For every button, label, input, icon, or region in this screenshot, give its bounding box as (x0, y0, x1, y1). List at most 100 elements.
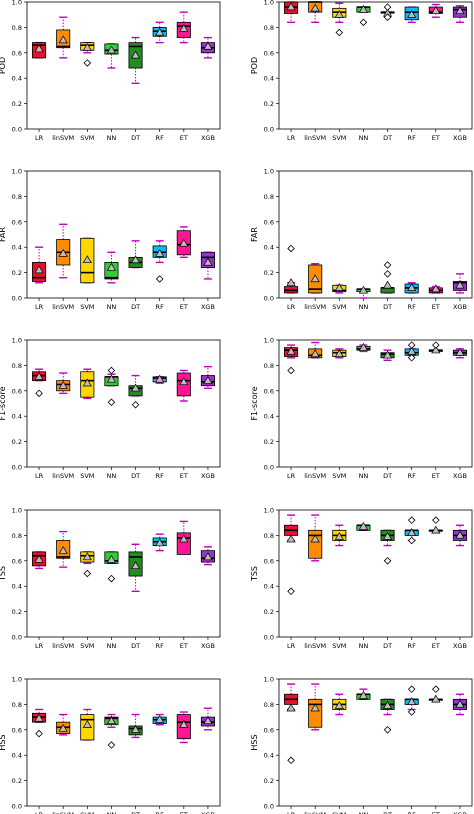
y-tick-label: 0.8 (264, 532, 274, 540)
y-tick-label: 0.2 (12, 777, 22, 785)
box-ET (176, 11, 191, 44)
x-tick-label: RF (156, 472, 165, 480)
x-tick-label: RF (156, 303, 165, 311)
x-tick-label: ET (180, 472, 188, 480)
box-linSVM (308, 263, 323, 294)
mean-marker (179, 377, 189, 386)
mean-marker (431, 694, 441, 703)
mean-marker (34, 372, 44, 380)
box-ET (428, 516, 443, 534)
box-LR (32, 368, 47, 398)
box-NN (104, 251, 119, 284)
mean-marker (130, 383, 141, 392)
outlier-marker (432, 685, 440, 693)
box-SVM (332, 283, 347, 294)
y-tick-label: 0.6 (12, 49, 22, 57)
mean-marker (106, 262, 117, 271)
x-tick-label: LR (35, 642, 44, 650)
mean-marker (310, 534, 320, 543)
x-tick-label: SVM (80, 134, 94, 142)
x-tick-label: ET (432, 303, 440, 311)
mean-marker (82, 720, 92, 728)
mean-marker (358, 342, 369, 351)
mean-marker (203, 375, 213, 384)
box-XGB (200, 251, 215, 280)
box-DT (128, 240, 143, 269)
outlier-marker (407, 341, 416, 349)
x-tick-label: NN (107, 472, 117, 480)
y-tick-label: 0.6 (12, 557, 22, 565)
outlier-marker (107, 398, 116, 406)
y-axis-label: TSS (0, 566, 7, 582)
box-SVM (80, 237, 95, 284)
x-tick-label: linSVM (304, 472, 326, 480)
mean-marker (358, 4, 369, 13)
x-tick-label: DT (383, 134, 392, 142)
chart-panel-row4-left: 0.0 0.2 0.4 0.6 0.8 1.0 TSS LR linSVM SVM NN DT RF ET… (0, 507, 221, 650)
x-tick-label: XGB (201, 134, 215, 142)
box-ET (428, 341, 443, 354)
box-RF (152, 21, 167, 44)
chart-panel-row4-right: 0.0 0.2 0.4 0.6 0.8 1.0 TSS LR linSVM SVM NN DT RF ET… (250, 507, 473, 650)
y-tick-label: 0.8 (264, 701, 274, 709)
y-axis-label: TSS (250, 566, 259, 582)
box-linSVM (56, 223, 71, 279)
y-axis-label: HSS (250, 734, 259, 750)
y-tick-label: 0.4 (12, 583, 22, 591)
outlier-marker (407, 516, 416, 524)
x-tick-label: LR (35, 472, 44, 480)
box-NN (356, 342, 371, 353)
mean-marker (358, 521, 369, 530)
x-tick-label: XGB (453, 811, 467, 814)
y-tick-label: 0.2 (264, 269, 274, 277)
x-tick-label: LR (287, 642, 296, 650)
x-tick-label: SVM (80, 811, 94, 814)
x-tick-label: SVM (332, 472, 346, 480)
mean-marker (203, 257, 213, 266)
box-LR (284, 683, 299, 765)
mean-marker (431, 345, 441, 354)
mean-marker (286, 278, 296, 286)
y-tick-label: 0.0 (264, 126, 274, 134)
box-linSVM (308, 683, 323, 731)
box-RF (152, 374, 167, 384)
y-tick-label: 0.6 (264, 557, 274, 565)
box-linSVM (56, 530, 71, 568)
box-XGB (452, 693, 467, 716)
mean-marker (431, 525, 441, 534)
y-tick-label: 0.6 (264, 387, 274, 395)
x-tick-label: ET (432, 642, 440, 650)
mean-marker (358, 285, 369, 294)
outlier-marker (407, 685, 416, 693)
mean-marker (334, 700, 344, 709)
box-SVM (80, 41, 95, 67)
outlier-marker (107, 741, 116, 749)
mean-marker (286, 703, 296, 712)
mean-marker (286, 346, 296, 355)
box-LR (32, 708, 47, 738)
x-tick-label: LR (287, 134, 296, 142)
x-tick-label: linSVM (304, 811, 326, 814)
mean-marker (407, 283, 417, 291)
outlier-marker (107, 366, 116, 375)
mean-marker (310, 703, 320, 712)
y-axis-label: F1-score (250, 386, 259, 420)
mean-marker (455, 280, 465, 289)
y-tick-label: 1.0 (12, 337, 22, 345)
mean-marker (179, 238, 189, 247)
axes-frame (278, 170, 473, 299)
y-tick-label: 0.4 (12, 413, 22, 421)
y-tick-label: 0.2 (12, 608, 22, 616)
box-ET (428, 3, 443, 18)
box-NN (104, 713, 119, 749)
outlier-marker (383, 13, 392, 22)
mean-marker (106, 374, 117, 383)
mean-marker (431, 284, 441, 293)
box-DT (380, 529, 395, 565)
x-tick-label: DT (383, 811, 392, 814)
mean-marker (82, 255, 92, 264)
box-body (308, 698, 323, 728)
mean-marker (106, 716, 117, 725)
chart-panel-row3-left: 0.0 0.2 0.4 0.6 0.8 1.0 F1-score LR linSVM SVM NN D… (0, 337, 221, 480)
